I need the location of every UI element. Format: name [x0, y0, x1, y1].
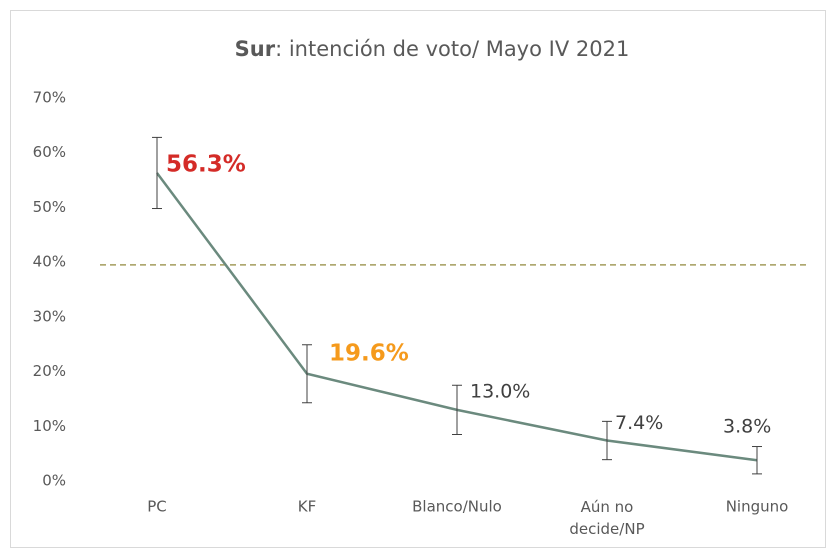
- y-tick-label: 60%: [33, 143, 66, 161]
- data-label: 3.8%: [723, 416, 771, 438]
- data-label: 56.3%: [166, 151, 246, 177]
- y-tick-label: 30%: [33, 307, 66, 325]
- data-label: 7.4%: [615, 412, 663, 434]
- chart-border: [10, 10, 826, 548]
- x-tick-label: KF: [298, 498, 316, 516]
- y-tick-label: 50%: [33, 198, 66, 216]
- data-label: 19.6%: [329, 340, 409, 366]
- y-tick-label: 70%: [33, 89, 66, 107]
- x-tick-label: Ninguno: [726, 498, 789, 516]
- chart-title: Sur: intención de voto/ Mayo IV 2021: [235, 37, 630, 61]
- y-tick-label: 20%: [33, 362, 66, 380]
- y-tick-label: 0%: [42, 472, 66, 490]
- x-tick-label: PC: [147, 498, 167, 516]
- title-bold: Sur: [235, 37, 276, 61]
- x-tick-label: Blanco/Nulo: [412, 498, 502, 516]
- data-label: 13.0%: [470, 380, 530, 402]
- title-rest: : intención de voto/ Mayo IV 2021: [275, 37, 629, 61]
- x-tick-label: Aún no decide/NP: [569, 498, 644, 538]
- y-tick-label: 40%: [33, 253, 66, 271]
- y-tick-label: 10%: [33, 417, 66, 435]
